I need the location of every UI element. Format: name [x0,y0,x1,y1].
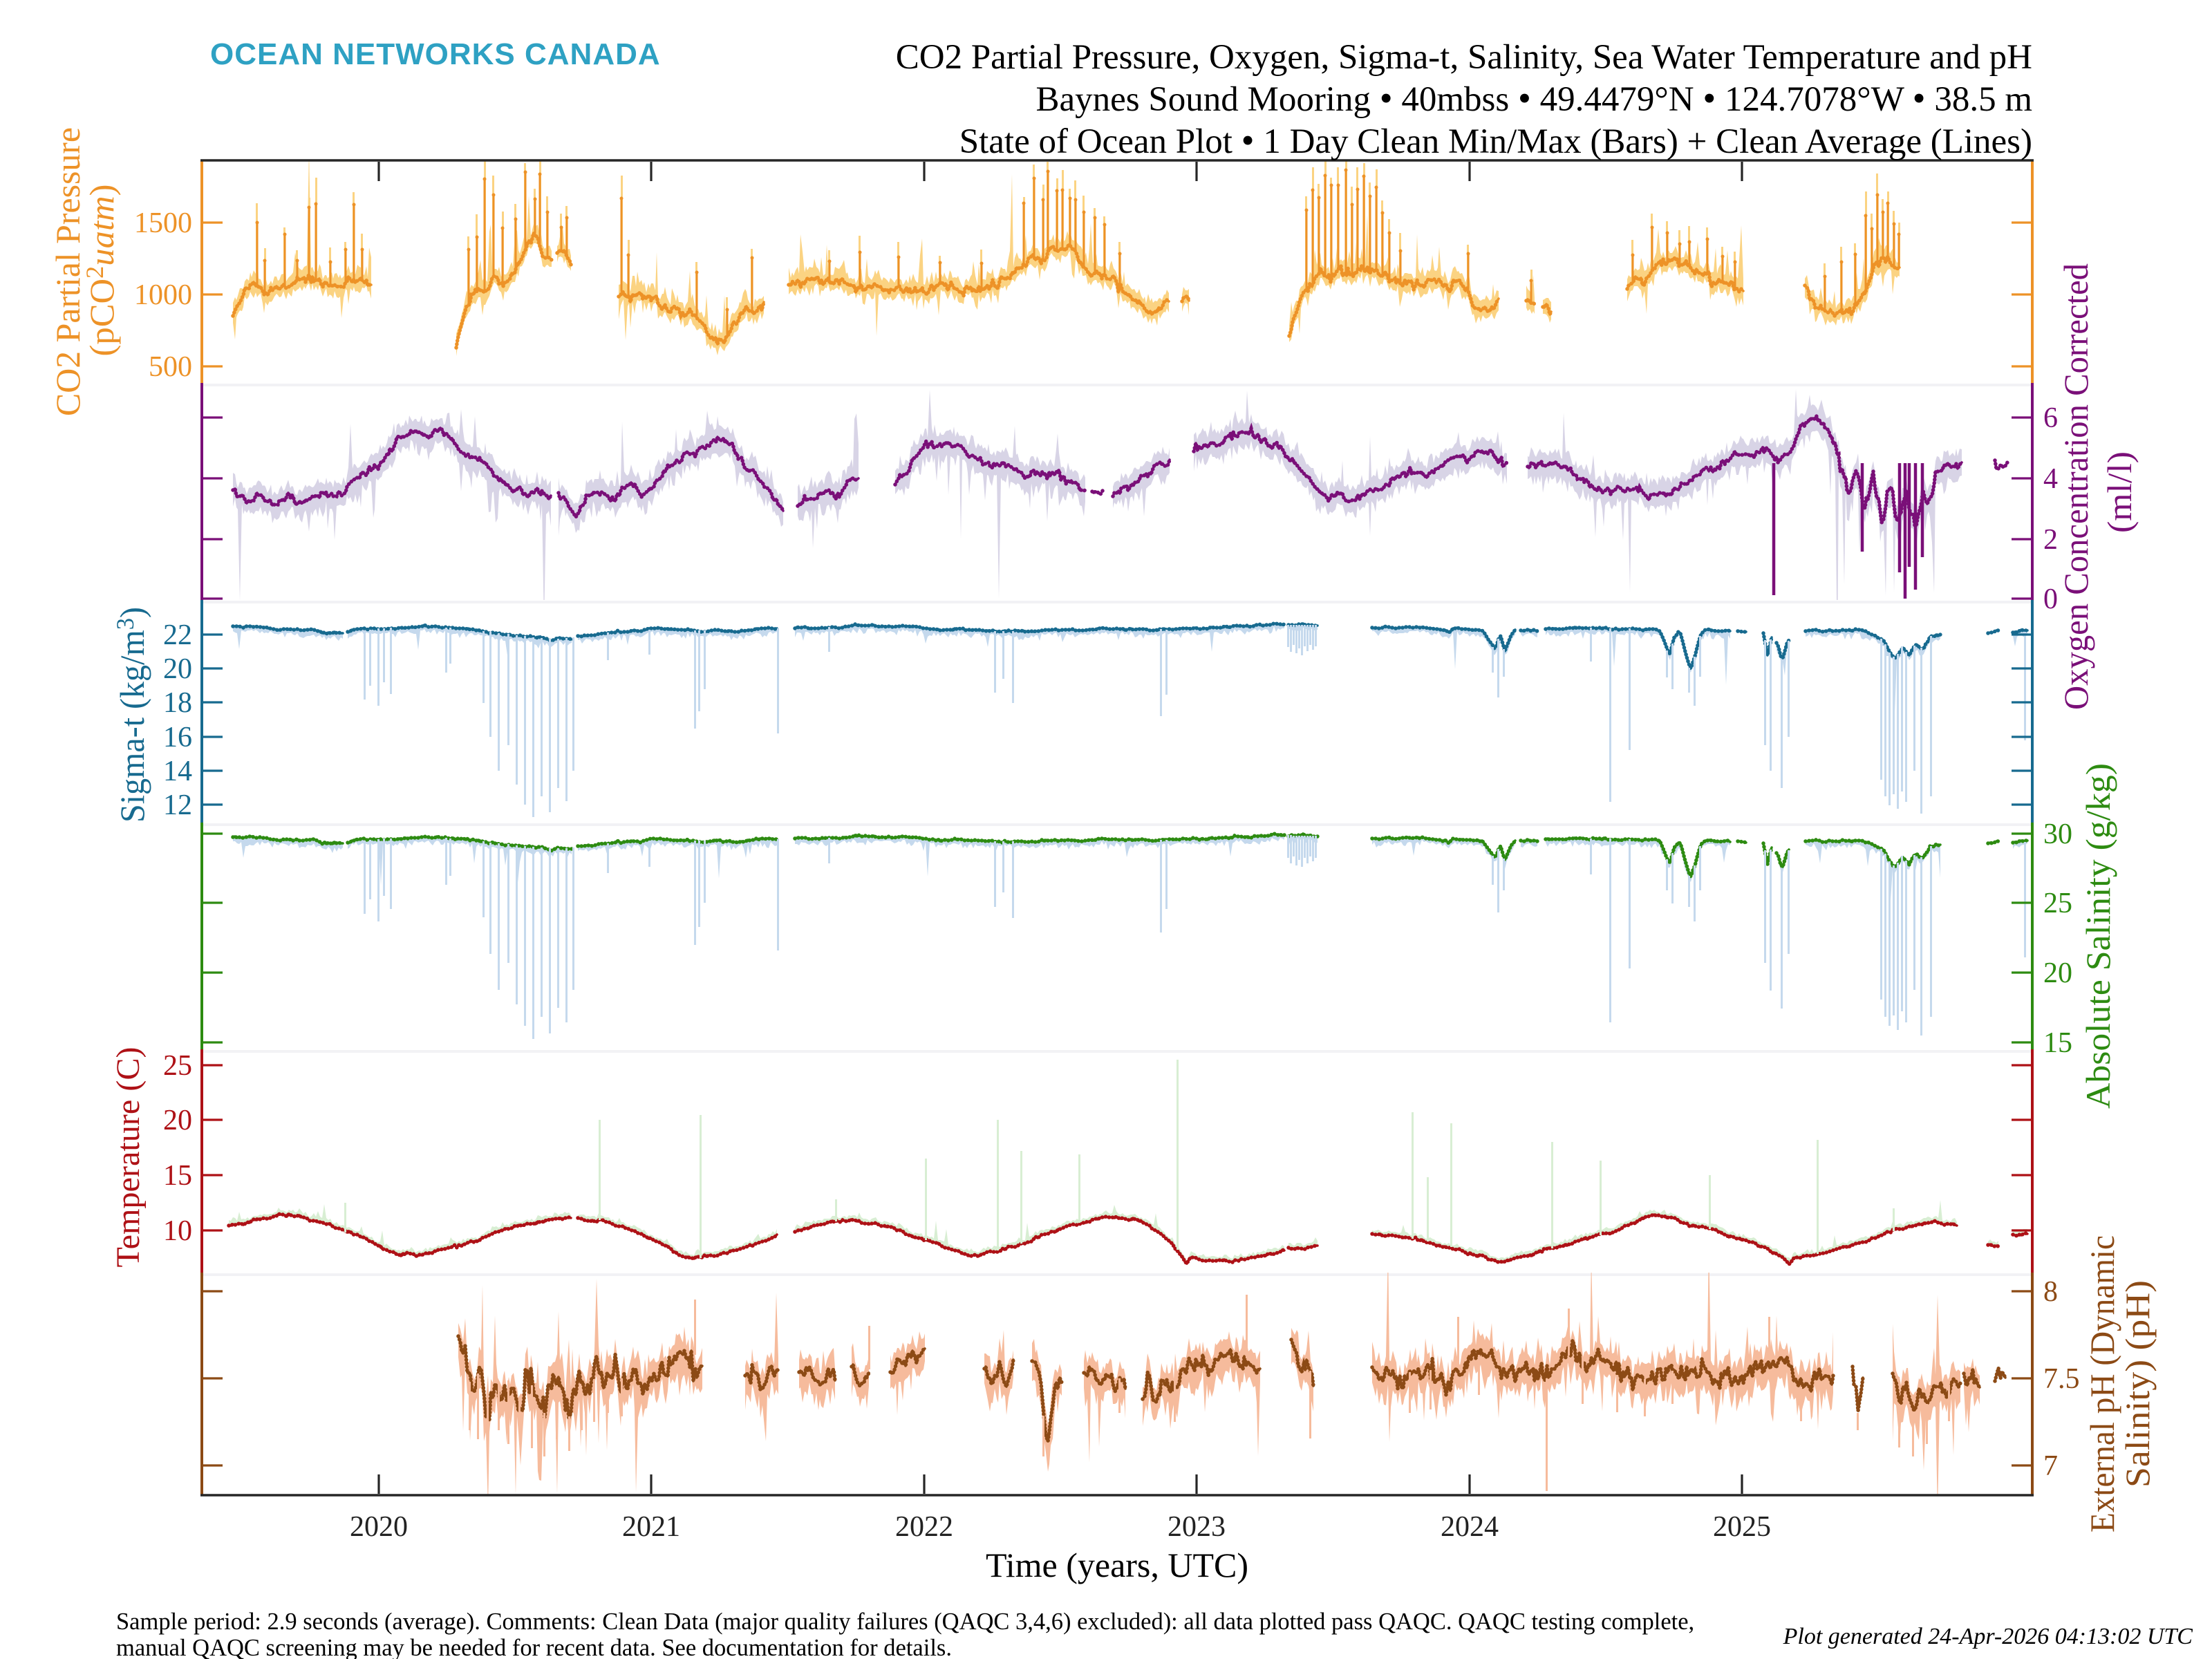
svg-text:20: 20 [163,653,192,685]
svg-text:0: 0 [2043,583,2058,615]
svg-text:Salinity) (pH): Salinity) (pH) [2118,1280,2157,1488]
svg-text:2022: 2022 [895,1511,953,1543]
svg-text:4: 4 [2043,463,2058,495]
svg-text:Absolute Salinity (g/kg): Absolute Salinity (g/kg) [2079,763,2117,1109]
svg-text:CO2 Partial Pressure, Oxygen,: CO2 Partial Pressure, Oxygen, Sigma-t, S… [896,38,2032,77]
svg-text:7.5: 7.5 [2043,1363,2080,1395]
svg-text:15: 15 [2043,1027,2072,1059]
svg-text:25: 25 [163,1050,192,1082]
svg-text:8: 8 [2043,1276,2058,1308]
svg-text:7: 7 [2043,1450,2058,1482]
svg-text:1500: 1500 [134,207,192,239]
svg-text:Plot generated 24-Apr-2026 04:: Plot generated 24-Apr-2026 04:13:02 UTC [1783,1624,2193,1649]
svg-text:25: 25 [2043,888,2072,919]
svg-text:22: 22 [163,619,192,651]
svg-text:500: 500 [149,351,192,383]
svg-text:12: 12 [163,789,192,821]
svg-text:15: 15 [163,1160,192,1192]
svg-text:OCEAN NETWORKS CANADA: OCEAN NETWORKS CANADA [210,37,661,71]
svg-text:2023: 2023 [1168,1511,1226,1543]
svg-text:2025: 2025 [1713,1511,1771,1543]
svg-text:18: 18 [163,687,192,719]
svg-text:External pH (Dynamic: External pH (Dynamic [2083,1235,2121,1533]
svg-text:State of Ocean Plot • 1 Day Cl: State of Ocean Plot • 1 Day Clean Min/Ma… [959,120,2032,161]
svg-text:CO2 Partial Pressure: CO2 Partial Pressure [48,127,87,416]
svg-text:Time (years, UTC): Time (years, UTC) [986,1546,1248,1584]
svg-text:Baynes Sound Mooring • 40mbss: Baynes Sound Mooring • 40mbss • 49.4479°… [1035,77,2032,119]
svg-text:1000: 1000 [134,279,192,311]
svg-text:Sample period: 2.9 seconds (av: Sample period: 2.9 seconds (average). Co… [116,1609,1694,1635]
svg-text:20: 20 [2043,957,2072,989]
svg-text:20: 20 [163,1105,192,1136]
svg-text:2020: 2020 [350,1511,408,1543]
svg-text:2: 2 [2043,524,2058,556]
svg-text:30: 30 [2043,818,2072,850]
svg-text:14: 14 [163,756,192,787]
svg-text:manual QAQC screening may be n: manual QAQC screening may be needed for … [116,1635,952,1659]
svg-text:(ml/l): (ml/l) [2100,451,2139,533]
svg-text:6: 6 [2043,402,2058,434]
svg-text:Temperature (C): Temperature (C) [110,1047,147,1268]
svg-text:Sigma-t (kg/m3): Sigma-t (kg/m3) [111,607,151,823]
svg-text:2021: 2021 [622,1511,680,1543]
svg-text:10: 10 [163,1215,192,1247]
svg-text:16: 16 [163,722,192,753]
svg-text:Oxygen Concentration Corrected: Oxygen Concentration Corrected [2056,263,2095,710]
svg-text:2024: 2024 [1441,1511,1499,1543]
